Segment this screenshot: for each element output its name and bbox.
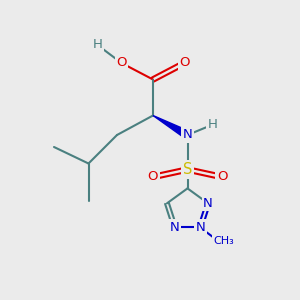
- Polygon shape: [153, 116, 190, 139]
- Text: S: S: [183, 162, 192, 177]
- Text: N: N: [183, 128, 192, 142]
- Text: O: O: [217, 170, 227, 184]
- Text: N: N: [170, 221, 180, 234]
- Text: H: H: [208, 118, 218, 131]
- Text: O: O: [148, 170, 158, 184]
- Text: O: O: [116, 56, 127, 70]
- Text: CH₃: CH₃: [213, 236, 234, 246]
- Text: O: O: [179, 56, 190, 70]
- Text: N: N: [195, 221, 205, 234]
- Text: N: N: [203, 197, 213, 210]
- Text: H: H: [93, 38, 102, 52]
